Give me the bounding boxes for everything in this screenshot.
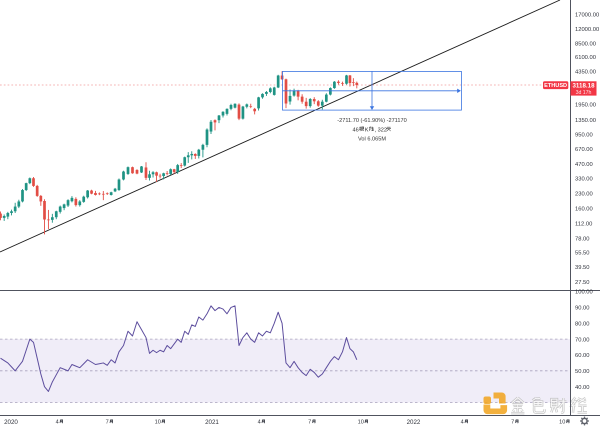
svg-text:55.50: 55.50 xyxy=(575,251,590,257)
svg-text:670.00: 670.00 xyxy=(575,147,593,153)
svg-text:, 322: , 322 xyxy=(375,127,387,133)
svg-text:27.50: 27.50 xyxy=(575,280,590,286)
svg-text:60.00: 60.00 xyxy=(575,353,590,359)
svg-text:4: 4 xyxy=(461,420,464,426)
svg-text:7: 7 xyxy=(511,420,514,426)
svg-text:330.00: 330.00 xyxy=(575,177,593,183)
svg-text:160.00: 160.00 xyxy=(575,207,593,213)
svg-text:2022: 2022 xyxy=(407,419,421,426)
svg-text:1350.00: 1350.00 xyxy=(575,118,596,124)
svg-text:Vol 6.065M: Vol 6.065M xyxy=(358,137,386,143)
svg-text:7: 7 xyxy=(106,420,109,426)
svg-text:10: 10 xyxy=(358,420,364,426)
svg-text:78.00: 78.00 xyxy=(575,237,590,243)
svg-text:70.00: 70.00 xyxy=(575,337,590,343)
svg-text:8500.00: 8500.00 xyxy=(575,41,596,47)
svg-text:2021: 2021 xyxy=(205,419,219,426)
svg-text:39.50: 39.50 xyxy=(575,265,590,271)
svg-text:ETHUSD: ETHUSD xyxy=(544,83,567,89)
svg-text:2020: 2020 xyxy=(4,419,18,426)
svg-text:6100.00: 6100.00 xyxy=(575,55,596,61)
svg-text:112.00: 112.00 xyxy=(575,222,592,228)
svg-text:950.00: 950.00 xyxy=(575,133,593,139)
svg-text:4: 4 xyxy=(258,420,261,426)
svg-text:-2711.70 (-61.90%) -271170: -2711.70 (-61.90%) -271170 xyxy=(337,118,406,124)
svg-text:7: 7 xyxy=(308,420,311,426)
svg-text:K: K xyxy=(365,127,369,133)
svg-text:230.00: 230.00 xyxy=(575,192,593,198)
svg-text:46: 46 xyxy=(353,127,359,133)
svg-text:470.00: 470.00 xyxy=(575,162,593,168)
svg-text:10: 10 xyxy=(155,420,161,426)
svg-text:10: 10 xyxy=(559,420,565,426)
svg-text:17000.00: 17000.00 xyxy=(575,13,599,19)
svg-text:3118.18: 3118.18 xyxy=(572,83,595,90)
svg-text:4350.00: 4350.00 xyxy=(575,69,596,75)
svg-text:1950.00: 1950.00 xyxy=(575,103,596,109)
svg-text:50.00: 50.00 xyxy=(575,369,590,375)
svg-text:40.00: 40.00 xyxy=(575,385,590,391)
svg-text:100.00: 100.00 xyxy=(575,290,593,296)
svg-text:12000.00: 12000.00 xyxy=(575,27,599,33)
svg-text:90.00: 90.00 xyxy=(575,306,590,312)
svg-text:3d 17h: 3d 17h xyxy=(576,90,592,96)
svg-text:80.00: 80.00 xyxy=(575,321,590,327)
svg-text:4: 4 xyxy=(56,420,59,426)
